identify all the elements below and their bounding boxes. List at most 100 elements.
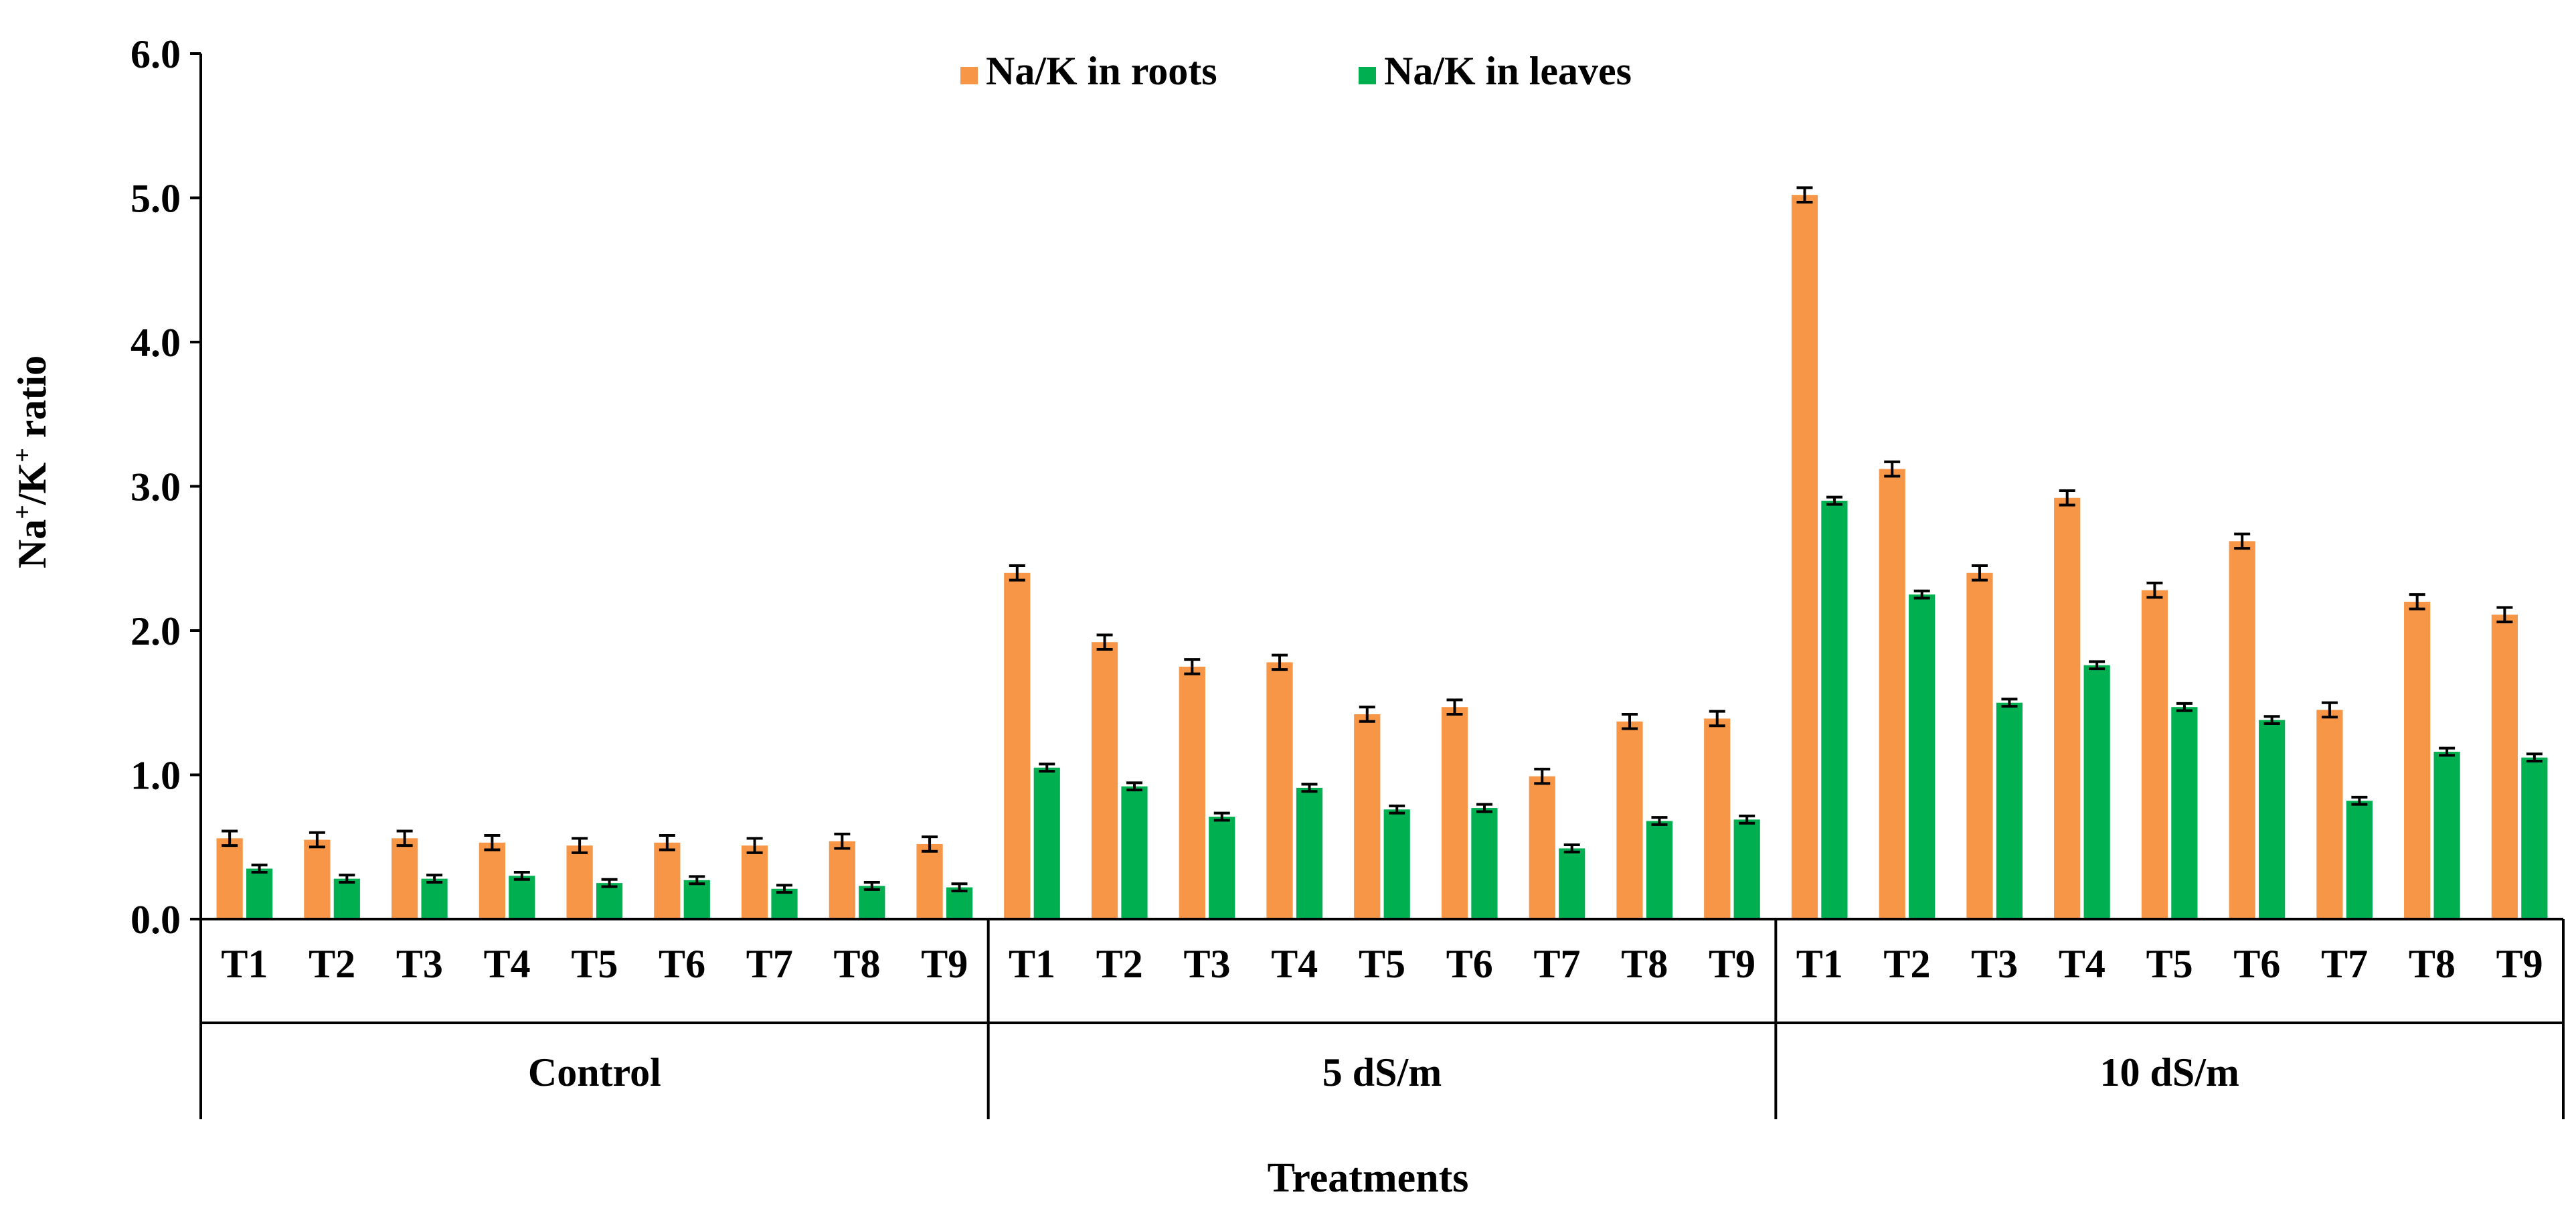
y-label-text: /K — [10, 462, 54, 505]
x-tick-label: T5 — [2146, 942, 2193, 986]
y-tick-label: 2.0 — [131, 609, 181, 653]
bar-leaves — [1121, 786, 1148, 919]
bar-leaves — [2171, 707, 2198, 919]
bar-leaves — [333, 878, 360, 919]
x-tick-label: T5 — [1359, 942, 1405, 986]
y-label-superscript: + — [9, 505, 37, 519]
y-axis-label: Na+/K+ ratio — [9, 355, 54, 568]
bar-leaves — [1033, 767, 1060, 919]
x-tick-label: T1 — [221, 942, 268, 986]
bar-leaves — [859, 886, 885, 919]
x-tick-label: T9 — [2496, 942, 2543, 986]
group-label: 10 dS/m — [2099, 1050, 2239, 1094]
bar-roots — [2229, 541, 2255, 919]
legend: Na/K in roots Na/K in leaves — [960, 49, 1632, 93]
bar-roots — [566, 845, 593, 919]
bar-leaves — [1471, 808, 1498, 919]
x-tick-label: T8 — [1621, 942, 1668, 986]
bar-roots — [1879, 469, 1905, 919]
bar-roots — [741, 845, 768, 919]
bar-roots — [1441, 707, 1468, 919]
bar-leaves — [1383, 809, 1410, 919]
bar-roots — [1616, 721, 1643, 919]
bar-roots — [1966, 572, 1993, 919]
bar-leaves — [2083, 665, 2110, 919]
bar-roots — [479, 842, 505, 919]
x-tick-label: T6 — [2233, 942, 2280, 986]
bar-leaves — [771, 888, 798, 919]
bar-roots — [1266, 662, 1293, 919]
bar-leaves — [683, 880, 710, 919]
bar-leaves — [2346, 801, 2373, 919]
x-tick-label: T4 — [1271, 942, 1318, 986]
bar-roots — [304, 839, 331, 919]
x-tick-label: T9 — [1709, 942, 1755, 986]
y-tick-label: 4.0 — [131, 321, 181, 365]
x-tick-label: T7 — [1533, 942, 1580, 986]
bar-roots — [1529, 776, 1555, 919]
bar-leaves — [1559, 848, 1585, 919]
x-tick-label: T9 — [921, 942, 968, 986]
bar-leaves — [421, 878, 448, 919]
x-tick-label: T1 — [1009, 942, 1055, 986]
bar-leaves — [1996, 702, 2023, 919]
bar-roots — [1091, 642, 1118, 919]
bar-roots — [2491, 615, 2518, 919]
legend-label: Na/K in leaves — [1384, 49, 1632, 93]
y-tick-label: 5.0 — [131, 177, 181, 221]
bar-leaves — [246, 868, 273, 919]
legend-swatch — [1359, 67, 1376, 84]
bar-leaves — [1296, 787, 1323, 919]
group-label: 5 dS/m — [1322, 1050, 1442, 1094]
bar-roots — [654, 842, 681, 919]
bar-roots — [2316, 710, 2343, 919]
legend-swatch — [960, 67, 978, 84]
bar-roots — [1004, 572, 1031, 919]
y-label-superscript: + — [9, 448, 37, 463]
bar-roots — [2141, 590, 2168, 919]
x-tick-label: T7 — [746, 942, 793, 986]
x-tick-label: T7 — [2321, 942, 2368, 986]
bar-roots — [829, 841, 855, 919]
bar-leaves — [1733, 819, 1760, 919]
bar-leaves — [2259, 720, 2286, 919]
x-tick-label: T8 — [834, 942, 881, 986]
bar-leaves — [946, 887, 973, 919]
y-tick-label: 6.0 — [131, 32, 181, 76]
bar-leaves — [2521, 757, 2548, 919]
x-tick-label: T4 — [484, 942, 531, 986]
axis-layer: 0.0 1.0 2.0 3.0 4.0 5.0 6.0 T1 T2 T3 T4 T5 T6 T7 T8 T9 T… — [131, 32, 2565, 1119]
x-tick-label: T3 — [1971, 942, 2018, 986]
x-tick-label: T8 — [2409, 942, 2456, 986]
bar-roots — [916, 843, 943, 919]
x-tick-label: T2 — [1096, 942, 1143, 986]
bar-roots — [1704, 718, 1731, 919]
group-label: Control — [528, 1050, 661, 1094]
legend-label: Na/K in roots — [986, 49, 1217, 93]
y-label-text: ratio — [10, 355, 54, 448]
bar-roots — [1179, 666, 1205, 919]
x-tick-label: T2 — [1883, 942, 1930, 986]
bar-leaves — [1821, 501, 1848, 919]
y-label-text: Na — [10, 519, 54, 568]
x-axis-label: Treatments — [1268, 1155, 1469, 1201]
bars-layer — [216, 186, 2548, 920]
bar-roots — [216, 838, 243, 919]
y-tick-label: 1.0 — [131, 754, 181, 798]
bar-roots — [1791, 195, 1818, 920]
x-tick-label: T6 — [1446, 942, 1493, 986]
bar-leaves — [1646, 821, 1673, 919]
bar-roots — [2054, 497, 2081, 919]
x-tick-label: T6 — [659, 942, 705, 986]
bar-leaves — [509, 876, 535, 919]
bar-roots — [392, 838, 418, 919]
bar-roots — [2404, 601, 2431, 919]
bar-leaves — [2433, 752, 2460, 919]
y-tick-label: 3.0 — [131, 465, 181, 509]
x-tick-label: T1 — [1796, 942, 1843, 986]
x-tick-label: T3 — [1184, 942, 1231, 986]
y-tick-label: 0.0 — [131, 898, 181, 942]
x-tick-label: T5 — [571, 942, 618, 986]
bar-roots — [1354, 714, 1381, 919]
